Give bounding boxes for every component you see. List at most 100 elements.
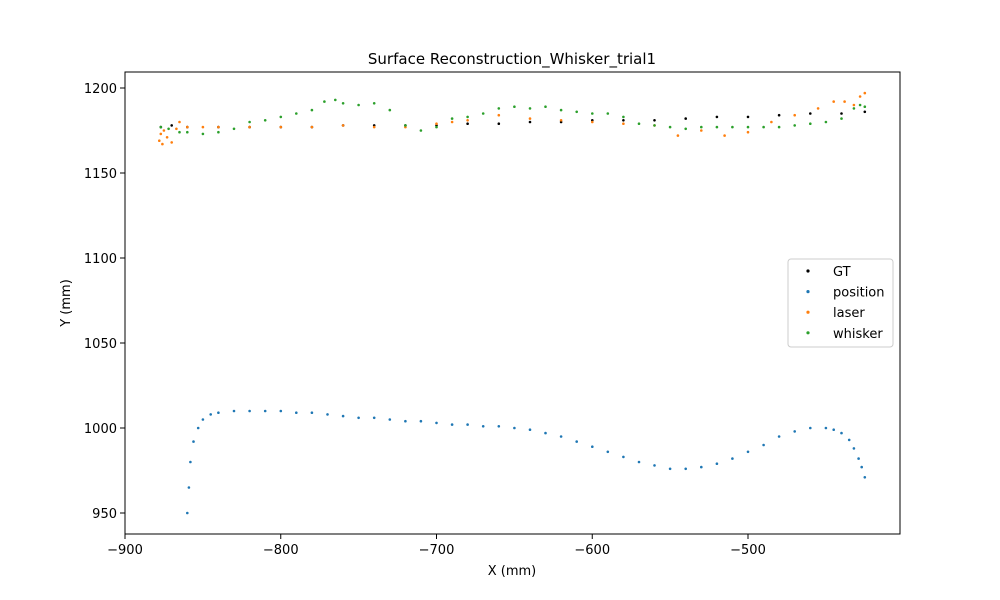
data-points	[158, 91, 867, 515]
x-tick-label: −800	[263, 543, 299, 558]
point-whisker	[715, 125, 719, 129]
point-whisker	[668, 125, 672, 129]
point-laser	[341, 124, 345, 127]
point-laser	[372, 125, 376, 129]
point-whisker	[863, 105, 867, 108]
point-laser	[170, 141, 173, 144]
point-laser	[793, 113, 796, 117]
point-whisker	[544, 105, 547, 108]
point-position	[809, 426, 812, 430]
point-laser	[158, 139, 161, 142]
point-position	[684, 467, 687, 471]
point-whisker	[419, 129, 423, 132]
point-whisker	[528, 107, 532, 110]
legend-label-laser: laser	[833, 306, 865, 321]
point-laser	[863, 91, 867, 95]
point-GT	[809, 112, 812, 115]
point-position	[622, 455, 625, 459]
point-position	[591, 445, 594, 449]
point-laser	[700, 129, 703, 132]
point-position	[279, 409, 283, 413]
y-tick-label: 950	[92, 507, 117, 522]
point-position	[201, 418, 205, 421]
point-laser	[676, 134, 680, 137]
series-whisker	[159, 98, 867, 136]
series-laser	[158, 91, 867, 146]
point-GT	[653, 119, 656, 122]
legend-marker-whisker	[806, 331, 810, 335]
point-position	[762, 443, 765, 447]
point-whisker	[858, 103, 862, 107]
legend-label-position: position	[833, 286, 885, 301]
point-position	[209, 413, 212, 416]
point-whisker	[186, 130, 189, 134]
point-whisker	[746, 125, 750, 129]
point-whisker	[201, 132, 205, 136]
point-laser	[217, 125, 220, 129]
point-laser	[165, 136, 169, 139]
point-position	[419, 419, 423, 423]
y-tick-label: 1000	[84, 422, 117, 437]
point-laser	[843, 100, 846, 103]
point-whisker	[762, 125, 765, 129]
point-whisker	[279, 115, 283, 119]
point-laser	[201, 125, 205, 129]
point-position	[372, 416, 376, 420]
point-GT	[715, 115, 719, 119]
point-position	[653, 464, 656, 467]
point-position	[824, 426, 828, 430]
point-position	[388, 418, 392, 421]
point-whisker	[852, 107, 856, 110]
point-laser	[858, 95, 862, 98]
point-laser	[816, 107, 820, 110]
point-laser	[248, 125, 251, 129]
point-position	[860, 465, 863, 469]
point-laser	[186, 125, 189, 129]
point-position	[326, 413, 329, 416]
point-laser	[832, 100, 835, 103]
point-laser	[466, 119, 469, 122]
point-whisker	[622, 115, 625, 119]
point-position	[187, 486, 191, 489]
point-whisker	[167, 127, 170, 131]
x-axis: −900 −800 −700 −600 −500	[107, 534, 766, 558]
legend-label-whisker: whisker	[833, 327, 883, 342]
point-position	[357, 416, 360, 420]
point-position	[840, 431, 843, 435]
point-whisker	[840, 117, 843, 120]
point-position	[857, 457, 860, 460]
point-position	[668, 467, 672, 471]
point-laser	[770, 120, 773, 124]
point-whisker	[323, 100, 326, 103]
point-whisker	[684, 127, 687, 131]
point-laser	[497, 113, 501, 117]
point-whisker	[700, 125, 703, 129]
series-position	[186, 409, 867, 515]
point-position	[777, 435, 781, 438]
point-whisker	[232, 127, 236, 131]
point-laser	[175, 127, 178, 131]
point-whisker	[591, 112, 594, 115]
point-whisker	[159, 125, 163, 129]
point-position	[481, 425, 485, 428]
point-position	[575, 440, 578, 443]
y-axis: 950 1000 1050 1100 1150 1200	[84, 82, 125, 522]
point-GT	[622, 119, 625, 122]
point-whisker	[217, 130, 220, 134]
point-GT	[840, 112, 843, 115]
point-whisker	[310, 108, 314, 112]
point-position	[186, 511, 189, 515]
point-laser	[162, 129, 166, 132]
point-GT	[170, 124, 173, 127]
point-whisker	[404, 124, 407, 127]
point-position	[793, 430, 796, 433]
point-whisker	[513, 105, 516, 108]
point-position	[832, 428, 835, 432]
point-whisker	[777, 125, 781, 129]
point-whisker	[357, 103, 360, 107]
point-position	[544, 431, 547, 435]
y-tick-label: 1050	[84, 337, 117, 352]
point-position	[248, 409, 251, 413]
point-laser	[746, 130, 750, 134]
